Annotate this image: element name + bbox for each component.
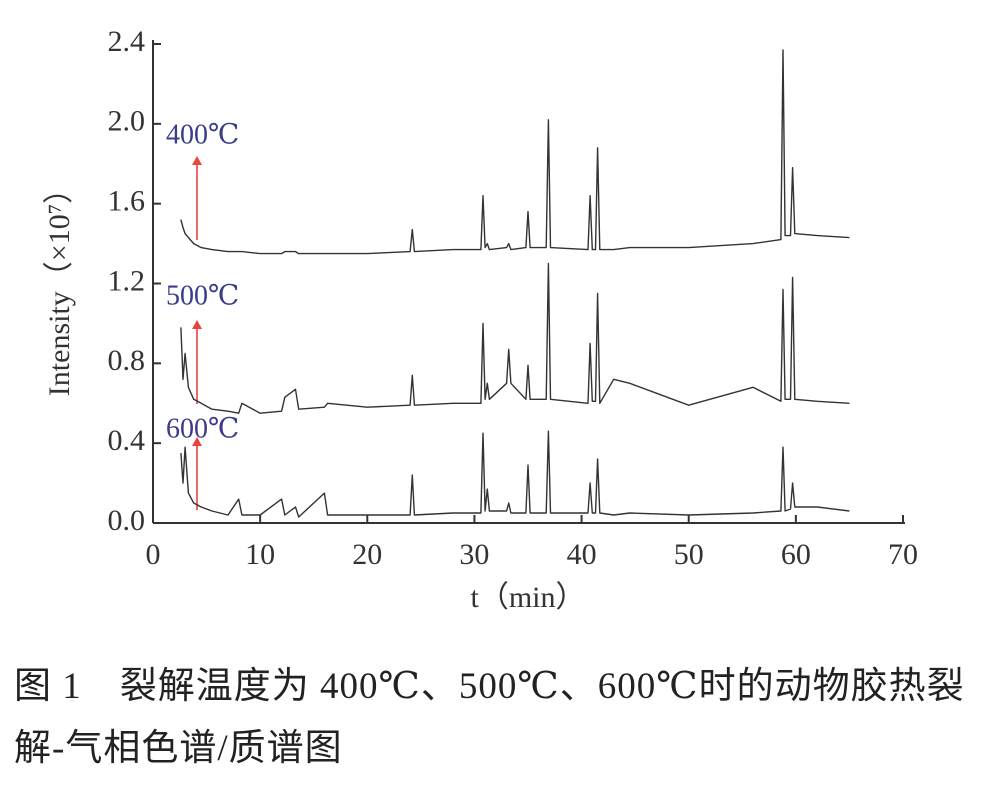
arrow-head <box>192 437 202 446</box>
x-axis-label: t（min） <box>470 581 585 614</box>
x-tick-label: 0 <box>146 538 161 571</box>
chromatogram-line <box>180 262 850 414</box>
x-tick-label: 30 <box>459 538 489 571</box>
x-tick-label: 20 <box>352 538 382 571</box>
y-tick-label: 0.8 <box>108 344 146 377</box>
chromatogram-line <box>180 430 850 518</box>
figure-caption: 图 1 裂解温度为 400℃、500℃、600℃时的动物胶热裂解-气相色谱/质谱… <box>14 666 965 769</box>
arrow-head <box>192 156 202 165</box>
arrows <box>192 156 202 510</box>
y-tick-label: 0.0 <box>108 504 146 537</box>
chromatogram-line <box>180 49 850 255</box>
y-tick-label: 2.0 <box>108 105 146 138</box>
arrow-head <box>192 320 202 329</box>
series-label: 500℃ <box>166 280 239 311</box>
x-tick-label: 10 <box>245 538 275 571</box>
series-label: 400℃ <box>166 119 239 150</box>
y-tick-label: 2.4 <box>108 25 146 58</box>
chart: Intensity（×10⁷） t（min） 0.0 0.4 0.8 1.2 1.6 2.… <box>43 25 918 614</box>
x-tick-label: 40 <box>567 538 597 571</box>
x-tick-label: 70 <box>888 538 918 571</box>
x-tick-label: 60 <box>781 538 811 571</box>
series-label: 600℃ <box>166 413 239 444</box>
y-tick-label: 1.6 <box>108 185 146 218</box>
y-axis-label: Intensity（×10⁷） <box>43 174 76 396</box>
y-tick-label: 1.2 <box>108 264 146 297</box>
x-tick-label: 50 <box>674 538 704 571</box>
y-tick-label: 0.4 <box>108 424 146 457</box>
